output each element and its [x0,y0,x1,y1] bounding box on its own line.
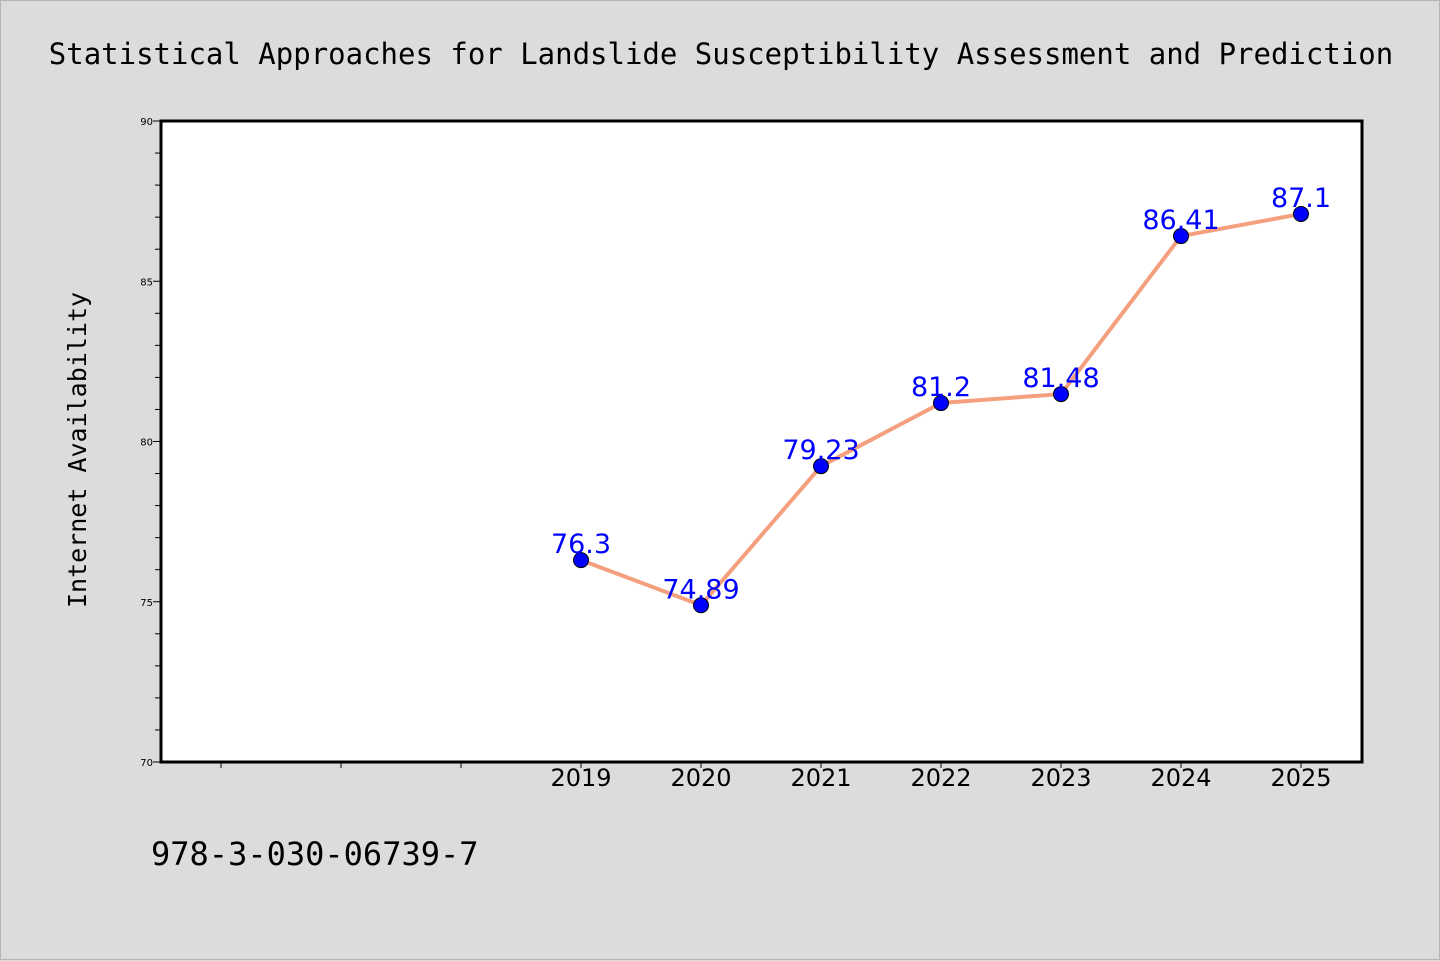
plot-area [161,121,1362,762]
data-point [1173,228,1189,245]
data-point [573,552,589,569]
data-label: 74.89 [662,574,739,605]
plot-frame [159,119,1364,764]
data-point [933,395,949,412]
data-point [813,458,829,475]
x-tick-label: 2024 [1150,764,1211,792]
y-tick-label: 85 [140,277,153,288]
data-label: 81.48 [1022,363,1099,394]
y-tick-label: 70 [140,758,153,769]
chart-title: Statistical Approaches for Landslide Sus… [49,37,1393,71]
x-tick-label: 2021 [790,764,851,792]
x-tick-label: 2025 [1270,764,1331,792]
y-axis: 70 75 80 85 90 [140,117,161,769]
x-tick-label: 2022 [910,764,971,792]
x-tick-label: 2020 [670,764,731,792]
data-label: 79.23 [782,435,859,466]
x-axis: 2019 2020 2021 2022 2023 2024 2025 [220,762,1332,792]
series-layer: 76.3 74.89 79.23 81.2 81.48 86.41 87.1 [551,183,1331,614]
data-label: 86.41 [1142,205,1219,236]
x-tick-label: 2019 [550,764,611,792]
y-tick-label: 90 [140,117,153,128]
x-tick-label: 2023 [1030,764,1091,792]
data-point [1053,386,1069,403]
footer-isbn: 978-3-030-06739-7 [151,835,479,873]
data-label: 76.3 [551,529,611,560]
data-label: 81.2 [911,372,971,403]
y-axis-label: Internet Availability [63,292,92,608]
data-point [1293,205,1309,222]
y-tick-label: 80 [140,438,153,449]
y-tick-label: 75 [140,598,153,609]
data-point [693,597,709,614]
data-label: 87.1 [1271,183,1331,214]
